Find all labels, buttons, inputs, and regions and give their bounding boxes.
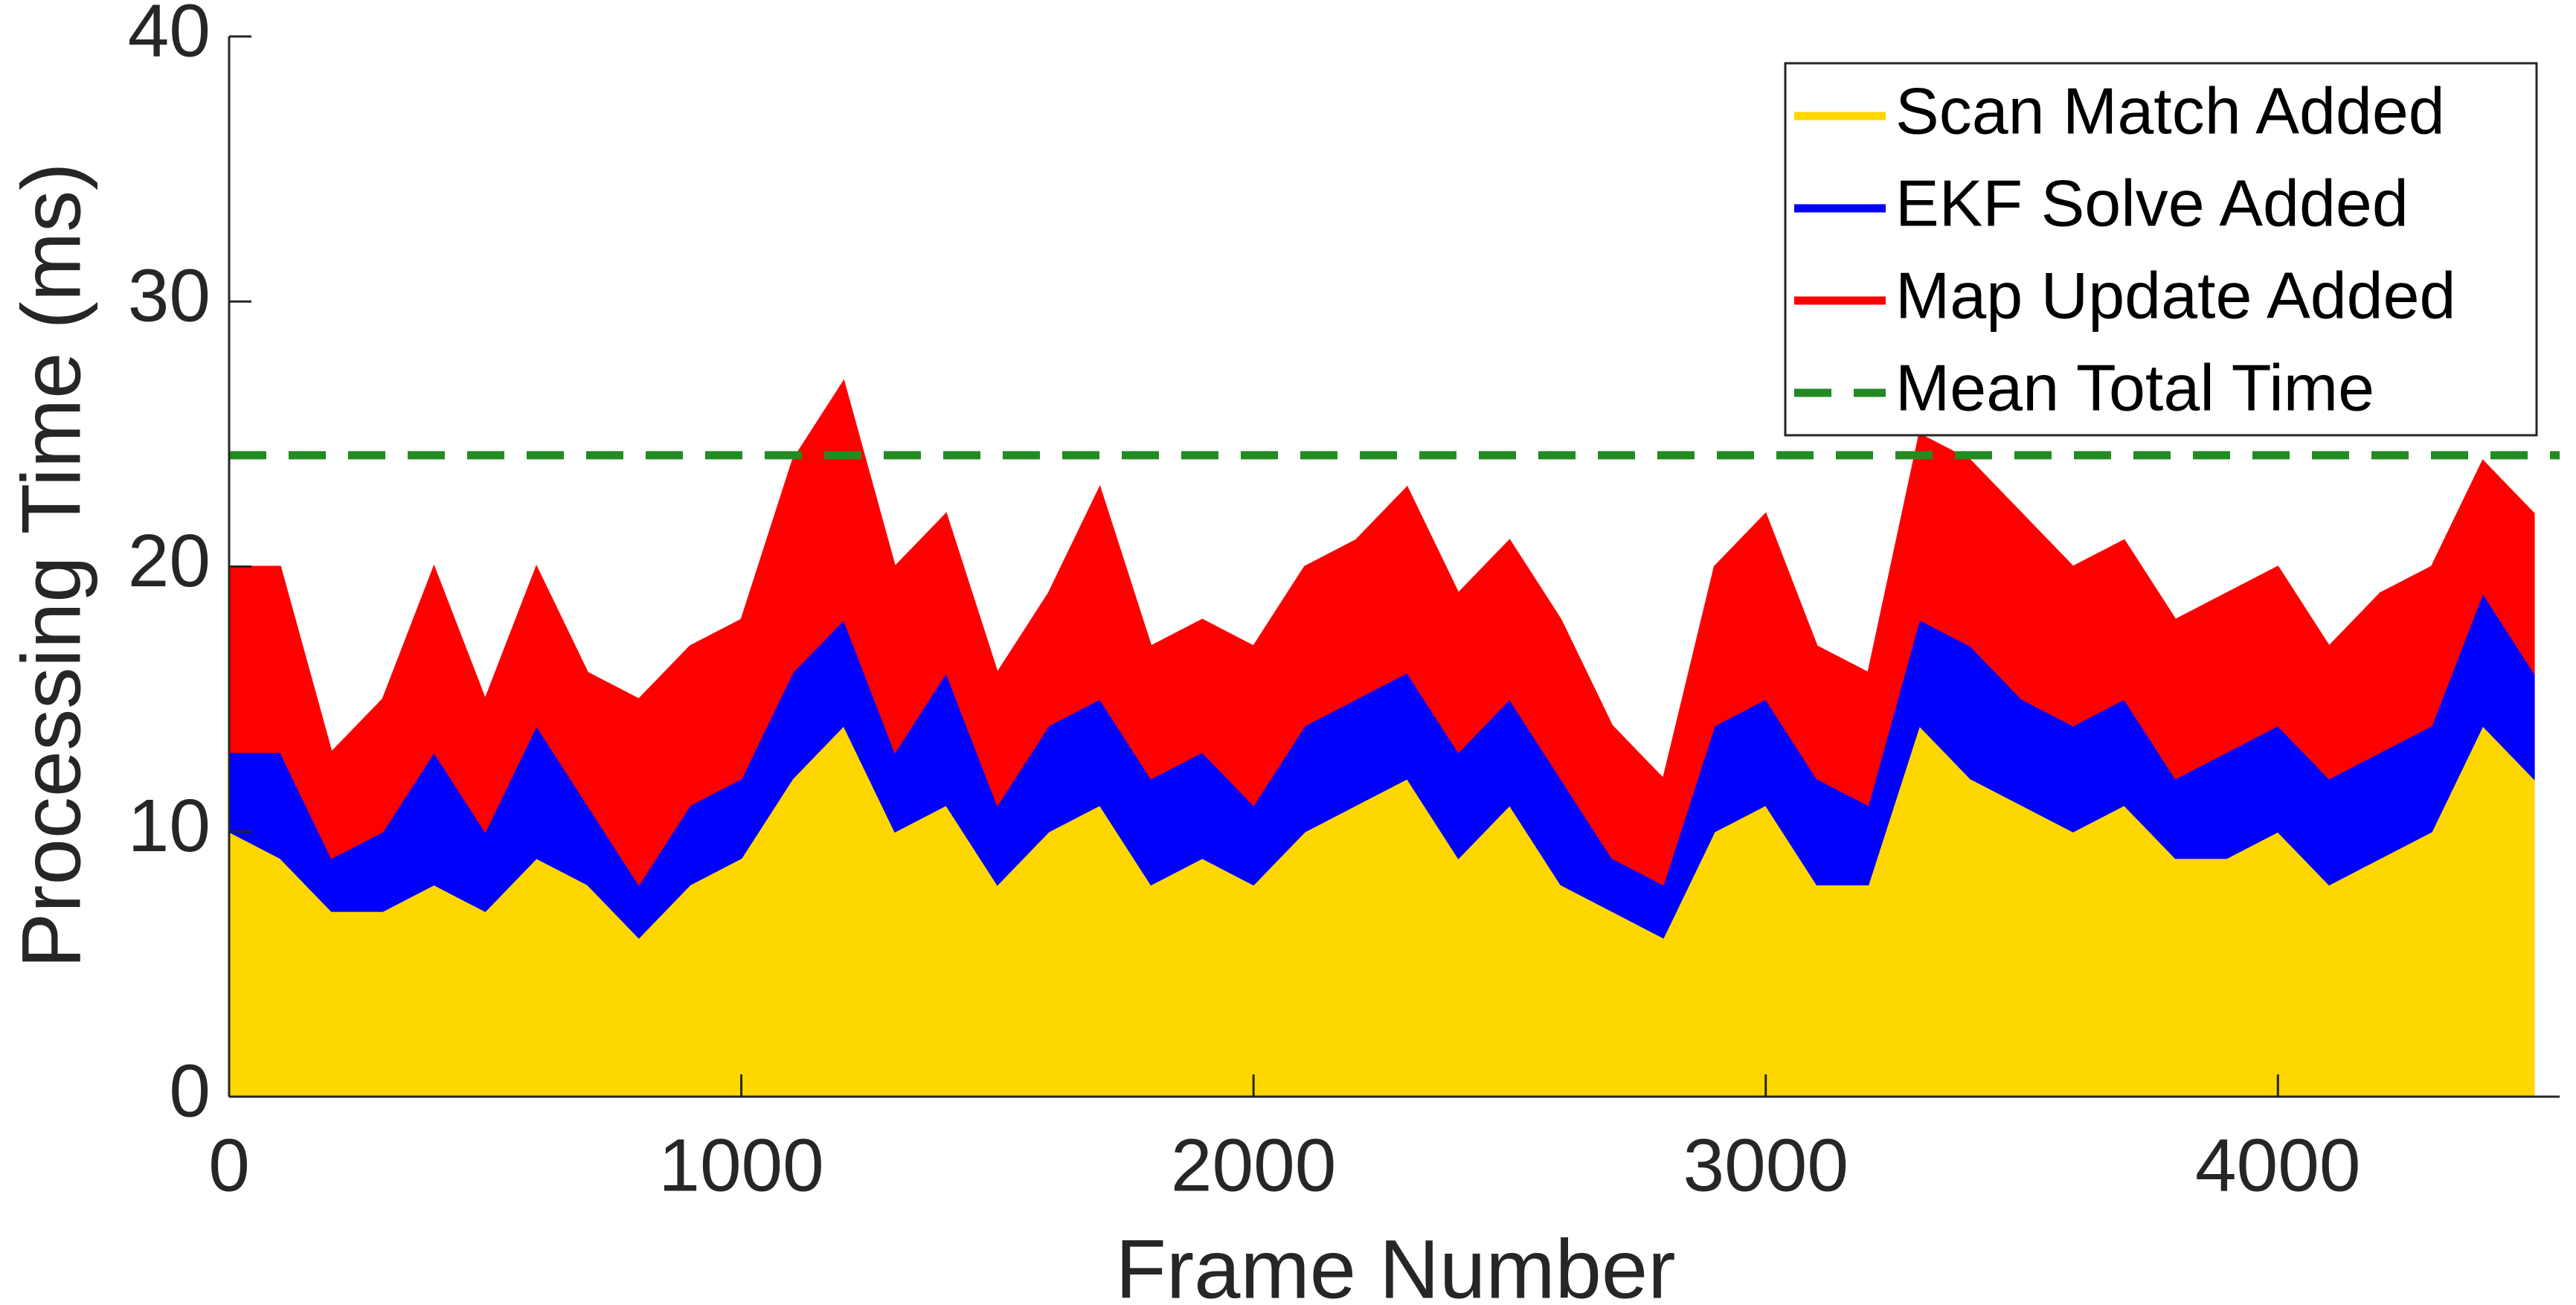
legend-label: EKF Solve Added bbox=[1895, 166, 2409, 240]
area bbox=[228, 379, 2535, 886]
y-tick-label: 10 bbox=[128, 784, 211, 868]
legend-label: Mean Total Time bbox=[1895, 350, 2374, 424]
y-axis-label: Processing Time (ms) bbox=[5, 163, 98, 969]
x-tick-label: 1000 bbox=[658, 1123, 823, 1207]
y-tick-label: 30 bbox=[128, 254, 211, 338]
legend-label: Scan Match Added bbox=[1895, 74, 2445, 147]
x-tick-label: 3000 bbox=[1683, 1123, 1848, 1207]
x-tick-label: 2000 bbox=[1171, 1123, 1336, 1207]
legend-box bbox=[1784, 62, 2538, 437]
x-axis-label: Frame Number bbox=[1115, 1223, 1675, 1305]
y-tick-label: 20 bbox=[128, 519, 211, 603]
y-tick-label: 0 bbox=[169, 1049, 211, 1132]
x-tick-label: 4000 bbox=[2195, 1123, 2360, 1207]
y-tick-label: 40 bbox=[128, 0, 211, 72]
x-tick-label: 0 bbox=[208, 1123, 250, 1207]
legend-label: Map Update Added bbox=[1895, 258, 2455, 332]
